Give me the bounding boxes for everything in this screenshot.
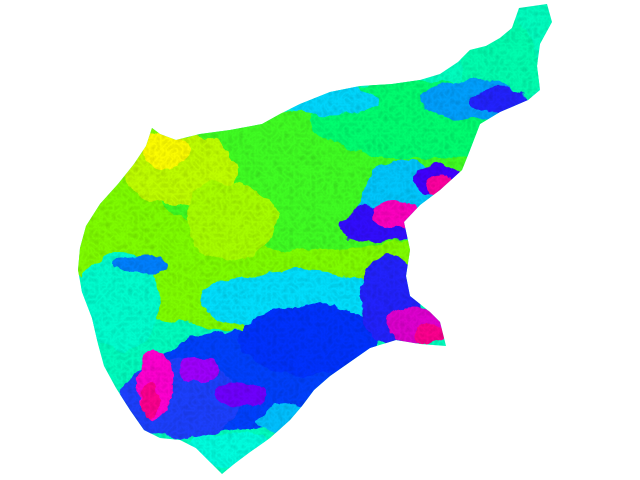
terrain-layer bbox=[78, 4, 552, 474]
elevation-map bbox=[78, 4, 552, 474]
